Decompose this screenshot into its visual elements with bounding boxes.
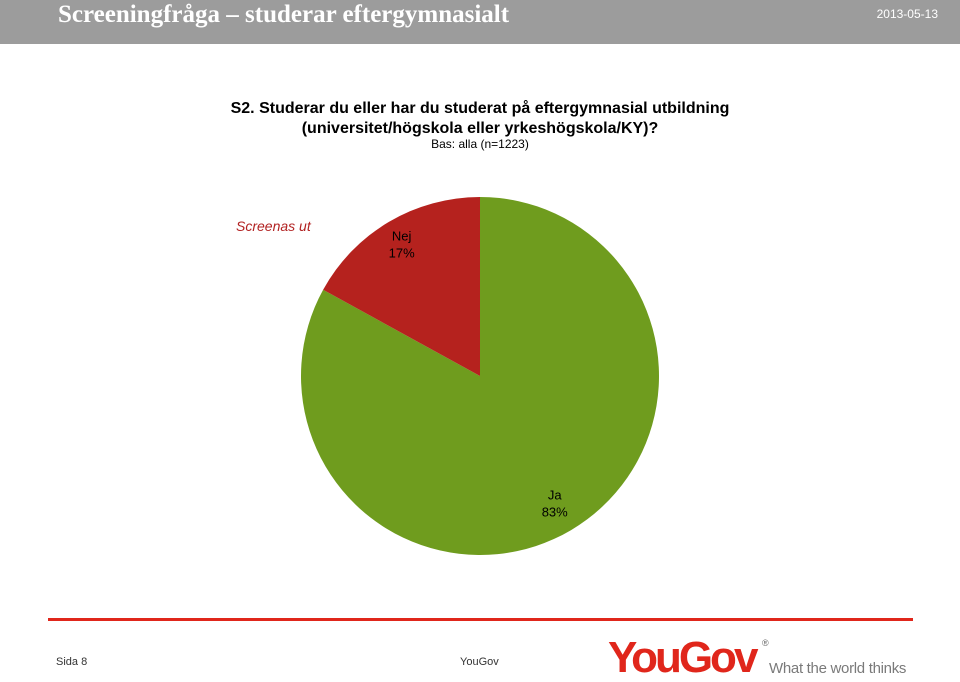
footer-company: YouGov xyxy=(460,656,499,668)
slice-label-ja: Ja xyxy=(548,487,563,502)
slice-value-nej: 17% xyxy=(389,245,415,260)
yougov-logo: YouGov ® What the world thinks xyxy=(608,636,906,680)
question-line-2: (universitet/högskola eller yrkeshögskol… xyxy=(301,120,659,137)
page-title: Screeningfråga – studerar eftergymnasial… xyxy=(58,1,510,28)
pie-slice-nej xyxy=(323,197,480,376)
screen-out-annotation: Screenas ut xyxy=(236,218,311,234)
slice-label-nej: Nej xyxy=(392,228,412,243)
header-bar: Screeningfråga – studerar eftergymnasial… xyxy=(0,0,960,44)
logo-registered-mark: ® xyxy=(762,638,769,648)
question-line-1: S2. Studerar du eller har du studerat på… xyxy=(230,100,730,117)
report-date: 2013-05-13 xyxy=(876,7,938,21)
logo-wordmark: YouGov xyxy=(608,633,758,682)
slice-value-ja: 83% xyxy=(542,504,568,519)
chart-title: S2. Studerar du eller har du studerat på… xyxy=(0,99,960,139)
page-number: Sida 8 xyxy=(56,656,88,668)
logo-tagline: What the world thinks xyxy=(769,660,907,677)
pie-slice-ja xyxy=(301,197,659,555)
chart-subtitle: Bas: alla (n=1223) xyxy=(431,137,529,151)
footer-divider xyxy=(48,618,913,621)
